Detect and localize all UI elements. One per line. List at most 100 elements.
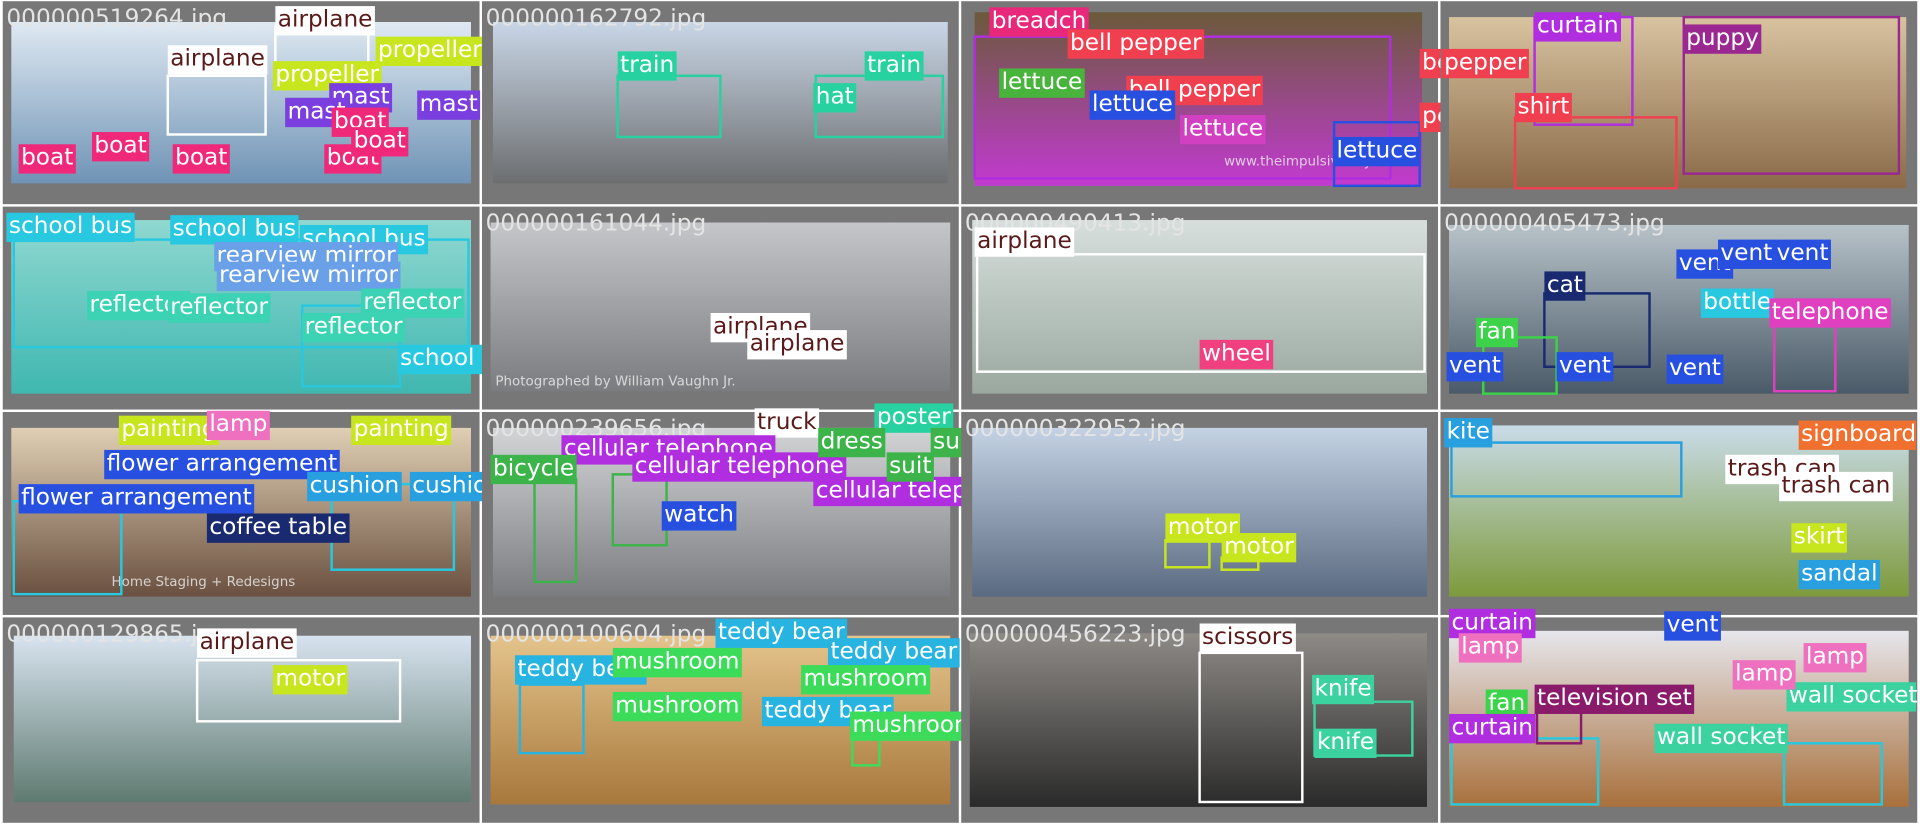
detection-label: trash can	[1779, 471, 1893, 502]
tile: Photographed by William Vaughn Jr. 000000…	[481, 206, 959, 410]
detection-label: school bus	[6, 212, 135, 243]
detection-label: motor	[1221, 532, 1297, 563]
detection-label: boat	[172, 144, 230, 174]
label-background	[375, 36, 485, 67]
detection-label: watch	[661, 501, 737, 531]
label-text: lettuce	[1183, 114, 1264, 141]
label-text: curtain	[1451, 608, 1533, 635]
filename: 000000100604.jpg	[486, 621, 707, 648]
label-background	[272, 665, 348, 695]
label-background	[417, 90, 481, 120]
detection-label: reflector	[167, 293, 271, 323]
label-text: school bus	[173, 215, 296, 242]
label-text: poster	[877, 403, 951, 430]
detection-label: poster	[874, 403, 954, 433]
label-background	[886, 452, 934, 482]
label-background	[1664, 611, 1721, 641]
label-background	[715, 618, 848, 648]
label-background	[206, 513, 350, 543]
detection-box	[166, 74, 267, 136]
filename: 000000322952.jpg	[965, 415, 1186, 442]
label-text: reflector	[170, 293, 268, 320]
detection-label: hat	[813, 83, 857, 113]
detection-label: train	[864, 51, 924, 81]
label-background	[864, 51, 924, 81]
label-background	[632, 452, 847, 482]
label-text: airplane	[977, 227, 1072, 254]
detection-label: teddy bear	[715, 618, 848, 648]
detection-label: propeller	[272, 61, 382, 91]
detection-label: dress	[818, 427, 886, 458]
label-background	[197, 628, 297, 658]
label-background	[6, 212, 135, 243]
label-background	[1798, 420, 1917, 450]
detection-label: airplane	[974, 227, 1075, 257]
detection-label: suit	[886, 452, 934, 482]
label-background	[1221, 533, 1297, 563]
filename: 000000456223.jpg	[965, 621, 1186, 648]
detection-label: vent	[1664, 611, 1721, 641]
label-text: boat	[21, 144, 73, 171]
detection-box	[975, 253, 1426, 373]
label-background	[612, 691, 742, 722]
detection-label: telephone	[1769, 298, 1892, 328]
label-background	[1717, 239, 1775, 269]
tile: 000000162792.jpg train train hat	[481, 1, 959, 205]
detection-label: knife	[1312, 674, 1375, 705]
detection-label: shirt	[1515, 92, 1572, 123]
detection-label: scissors	[1199, 623, 1296, 653]
label-text: scissors	[1202, 623, 1293, 650]
label-background	[1475, 317, 1518, 348]
label-text: teddy bear	[718, 618, 845, 645]
detection-label: boat	[351, 127, 409, 157]
label-text: painting	[121, 415, 216, 442]
label-text: boat	[175, 144, 227, 171]
label-background	[818, 427, 886, 458]
label-background	[974, 227, 1075, 257]
detection-label: fan	[1485, 689, 1528, 719]
label-background	[1312, 674, 1375, 705]
label-text: truck	[757, 408, 817, 435]
label-background	[849, 711, 980, 741]
detection-label: bicycle	[490, 454, 577, 485]
label-text: bicycle	[493, 454, 574, 481]
label-background	[118, 415, 219, 446]
detection-label: cat	[1544, 271, 1586, 301]
label-background	[1534, 684, 1695, 714]
filename: 000000129865.jpg	[6, 621, 227, 648]
label-text: vent	[1777, 239, 1829, 266]
detection-label: boat	[91, 132, 150, 162]
detection-label: puppy	[1683, 24, 1762, 54]
detection-label: vent	[1717, 239, 1775, 269]
label-text: vent	[1720, 239, 1772, 266]
label-background	[801, 665, 931, 695]
label-background	[307, 471, 402, 502]
photo-watermark: Home Staging + Redesigns	[112, 575, 296, 590]
label-background	[1774, 239, 1831, 269]
label-background	[351, 127, 409, 157]
label-background	[1654, 723, 1788, 754]
detection-label: cellular telephone	[632, 452, 847, 482]
detection-label: painting	[351, 415, 452, 446]
label-background	[216, 261, 401, 291]
detection-label: mast	[285, 97, 349, 128]
label-background	[1666, 354, 1724, 384]
label-text: curtain	[1451, 713, 1533, 740]
detection-label: curtain	[1534, 12, 1622, 42]
label-text: mushroom	[804, 665, 928, 692]
label-text: mushroom	[615, 647, 739, 674]
label-text: vent	[1449, 352, 1501, 379]
label-background	[754, 408, 820, 438]
label-text: bell pepper	[1070, 29, 1202, 56]
detection-label: mushroom	[612, 691, 742, 722]
tile: curtain pepper puppy shirt	[1440, 1, 1918, 205]
detection-label: motor	[272, 665, 348, 695]
detection-label: lamp	[206, 410, 270, 441]
label-text: television set	[1537, 684, 1692, 711]
detection-label: bell pepper	[1067, 29, 1205, 59]
label-text: fan	[1488, 689, 1525, 716]
label-text: motor	[275, 665, 345, 692]
